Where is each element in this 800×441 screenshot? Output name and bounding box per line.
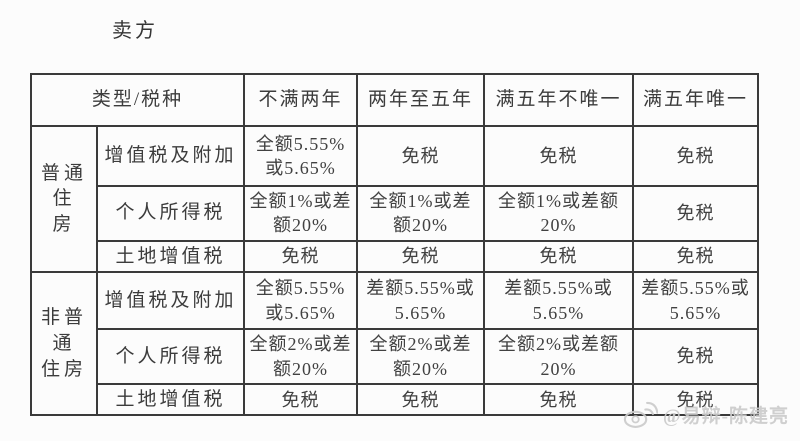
tax-rate-cell: 差额5.55%或 5.65%	[483, 271, 634, 331]
tax-rate-cell: 免税	[483, 239, 634, 274]
tax-rate-cell: 差额5.55%或 5.65%	[356, 271, 485, 331]
tax-rate-cell: 差额5.55%或 5.65%	[632, 271, 759, 331]
header-row: 类型/税种 不满两年 两年至五年 满五年不唯一 满五年唯一	[30, 73, 759, 127]
tax-rate-cell: 免税	[356, 239, 485, 274]
tax-type-cell: 土地增值税	[96, 382, 245, 417]
tax-rate-cell: 免税	[356, 125, 485, 187]
period-header-5-years-only: 满五年唯一	[632, 73, 759, 127]
tax-rate-cell: 免税	[356, 382, 485, 417]
watermark: @易辩-陈建亮	[622, 398, 789, 430]
table-row: 普通住 房 增值税及附加 全额5.55% 或5.65% 免税 免税 免税	[30, 124, 759, 274]
tax-type-cell: 土地增值税	[96, 239, 245, 274]
table-row: 土地增值税 免税 免税 免税 免税	[31, 382, 759, 417]
tax-rate-cell: 全额2%或差额 20%	[483, 328, 634, 385]
watermark-text: @易辩-陈建亮	[663, 405, 790, 427]
tax-rate-cell: 免税	[632, 382, 759, 417]
tax-rate-cell: 免税	[632, 328, 759, 385]
tax-rate-cell: 免税	[243, 382, 358, 417]
tax-type-cell: 增值税及附加	[96, 271, 245, 331]
tax-rate-cell: 免税	[483, 382, 634, 417]
tax-rate-cell: 免税	[483, 125, 634, 187]
table-row: 土地增值税 免税 免税 免税 免税	[31, 239, 759, 274]
group-non-ordinary-housing: 非普通 住房	[30, 271, 98, 417]
corner-header: 类型/税种	[30, 73, 245, 127]
tax-rate-cell: 免税	[632, 125, 759, 187]
table-title: 卖方	[112, 20, 158, 42]
tax-type-cell: 个人所得税	[96, 328, 245, 385]
tax-rate-cell: 全额1%或差 额20%	[356, 185, 485, 242]
tax-rate-cell: 全额2%或差 额20%	[356, 328, 485, 385]
table-row: 非普通 住房 增值税及附加 全额5.55% 或5.65% 差额5.55%或 5.…	[30, 271, 759, 417]
tax-rate-cell: 免税	[632, 185, 759, 242]
tax-type-cell: 个人所得税	[96, 185, 245, 242]
table-row: 个人所得税 全额2%或差 额20% 全额2%或差 额20% 全额2%或差额 20…	[31, 328, 759, 385]
tax-rate-cell: 免税	[632, 239, 759, 274]
tax-rate-cell: 全额1%或差额 20%	[483, 185, 634, 242]
period-header-2-to-5-years: 两年至五年	[356, 73, 485, 127]
group-ordinary-housing: 普通住 房	[30, 124, 98, 274]
seller-tax-table: 类型/税种 不满两年 两年至五年 满五年不唯一 满五年唯一 普通住 房 增值税及…	[30, 73, 759, 417]
period-header-under-2-years: 不满两年	[243, 73, 358, 127]
tax-rate-cell: 全额5.55% 或5.65%	[243, 271, 358, 331]
tax-rate-cell: 全额1%或差 额20%	[243, 185, 358, 242]
tax-rate-cell: 全额2%或差 额20%	[243, 328, 358, 385]
period-header-5-years-not-only: 满五年不唯一	[483, 73, 634, 127]
weibo-icon	[622, 398, 658, 430]
table-row: 个人所得税 全额1%或差 额20% 全额1%或差 额20% 全额1%或差额 20…	[31, 185, 759, 242]
tax-rate-cell: 免税	[243, 239, 358, 274]
tax-rate-cell: 全额5.55% 或5.65%	[243, 125, 358, 187]
tax-type-cell: 增值税及附加	[96, 125, 245, 187]
